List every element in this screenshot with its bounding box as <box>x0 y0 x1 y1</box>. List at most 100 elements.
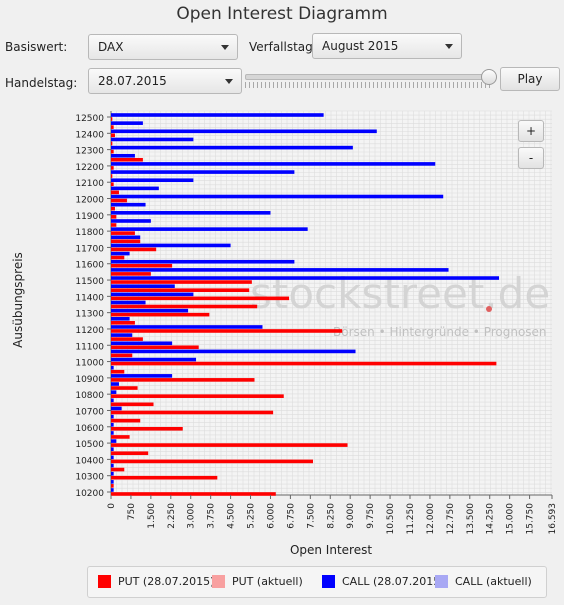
bar-call-11400 <box>111 292 194 297</box>
bar-put-11000 <box>111 361 497 366</box>
x-tick-label: 15.750 <box>526 503 536 535</box>
legend-label-call: CALL (28.07.2015) <box>342 575 445 588</box>
bar-call-10400 <box>111 455 114 460</box>
bar-call-11850 <box>111 219 151 223</box>
play-button[interactable]: Play <box>500 67 560 91</box>
y-tick-label: 11300 <box>75 310 104 320</box>
basiswert-label: Basiswert: <box>5 40 68 54</box>
bar-call-11750 <box>111 235 141 240</box>
bar-call-11550 <box>111 268 449 272</box>
bar-call-12100 <box>111 178 194 183</box>
x-tick-label: 8.250 <box>326 503 336 529</box>
bar-call-11200 <box>111 325 263 329</box>
bar-put-11050 <box>111 353 133 358</box>
bar-call-11250 <box>111 317 130 321</box>
bar-put-10900 <box>111 378 255 382</box>
y-tick-label: 11000 <box>75 359 104 369</box>
zoom-out-button[interactable]: - <box>518 147 544 169</box>
watermark-dot <box>486 306 492 312</box>
basiswert-select[interactable]: DAX <box>88 34 238 60</box>
y-tick-label: 10400 <box>75 456 104 466</box>
bar-call-10350 <box>111 463 114 468</box>
bar-put-10250 <box>111 484 114 488</box>
y-axis-title: Ausübungspreis <box>11 252 25 348</box>
bar-put-11950 <box>111 206 115 211</box>
y-tick-label: 10200 <box>75 489 104 499</box>
bar-put-12500 <box>111 117 113 121</box>
bar-call-11350 <box>111 300 146 305</box>
handelstag-select[interactable]: 28.07.2015 <box>88 68 242 94</box>
bar-put-12050 <box>111 190 119 195</box>
bar-put-12100 <box>111 182 114 187</box>
x-tick-label: 0 <box>107 503 117 509</box>
x-tick-label: 12.750 <box>446 503 456 535</box>
bar-call-11950 <box>111 202 146 207</box>
x-tick-label: 11.250 <box>406 503 416 535</box>
bar-call-12500 <box>111 113 324 117</box>
x-tick-label: 16.593 <box>548 503 558 535</box>
bar-call-11800 <box>111 227 308 231</box>
y-tick-label: 11200 <box>75 326 104 336</box>
slider-ticks <box>245 82 491 88</box>
x-axis-title: Open Interest <box>290 543 372 557</box>
x-tick-label: 15.000 <box>506 503 516 535</box>
x-tick-label: 9.000 <box>346 503 356 529</box>
x-tick-label: 9.750 <box>366 503 376 529</box>
bar-call-12000 <box>111 194 444 199</box>
basiswert-value: DAX <box>98 40 124 54</box>
bar-call-10500 <box>111 439 117 443</box>
handelstag-label: Handelstag: <box>5 76 78 90</box>
verfallstag-select[interactable]: August 2015 <box>312 33 462 59</box>
slider-thumb[interactable] <box>481 69 497 85</box>
x-tick-label: 10.500 <box>386 503 396 535</box>
bar-put-10500 <box>111 443 348 447</box>
bar-put-11500 <box>111 280 252 284</box>
bar-put-10800 <box>111 394 284 398</box>
bar-call-10200 <box>111 488 114 492</box>
bar-call-10900 <box>111 374 173 378</box>
y-tick-label: 12300 <box>75 147 104 157</box>
bar-call-11900 <box>111 211 271 215</box>
x-tick-label: 3.000 <box>187 503 197 529</box>
bar-call-10300 <box>111 471 114 476</box>
bar-call-12250 <box>111 153 135 158</box>
bar-call-10700 <box>111 406 122 411</box>
bar-put-10450 <box>111 451 149 456</box>
y-tick-label: 12200 <box>75 163 104 173</box>
y-tick-label: 12100 <box>75 179 104 189</box>
bar-put-11600 <box>111 263 173 268</box>
y-tick-label: 10600 <box>75 424 104 434</box>
bar-put-11650 <box>111 255 125 260</box>
bar-call-11700 <box>111 243 231 248</box>
bar-call-10550 <box>111 431 114 435</box>
y-tick-label: 10800 <box>75 391 104 401</box>
page-title: Open Interest Diagramm <box>176 4 388 24</box>
chevron-down-icon <box>225 79 233 84</box>
bar-call-10850 <box>111 382 119 386</box>
bar-put-10550 <box>111 435 130 439</box>
bar-call-10950 <box>111 365 114 370</box>
y-tick-label: 10700 <box>75 407 104 417</box>
bar-call-11650 <box>111 251 130 256</box>
x-tick-label: 14.250 <box>486 503 496 535</box>
x-tick-label: 5.250 <box>247 503 257 529</box>
x-tick-label: 13.500 <box>466 503 476 535</box>
bar-put-11150 <box>111 337 143 341</box>
x-tick-label: 1.500 <box>147 503 157 529</box>
bar-put-12250 <box>111 157 143 162</box>
handelstag-value: 28.07.2015 <box>98 74 167 88</box>
bar-put-11300 <box>111 312 210 317</box>
legend-label-put: PUT (28.07.2015) <box>118 575 215 588</box>
y-tick-label: 10300 <box>75 473 104 483</box>
bar-call-11150 <box>111 333 133 337</box>
zoom-in-button[interactable]: + <box>518 120 544 142</box>
bar-put-10750 <box>111 402 154 407</box>
bar-call-12050 <box>111 186 159 191</box>
x-tick-label: 12.000 <box>426 503 436 535</box>
bar-put-10600 <box>111 426 183 431</box>
x-tick-label: 2.250 <box>167 503 177 529</box>
bar-put-11450 <box>111 288 250 292</box>
bar-put-12200 <box>111 166 114 170</box>
legend: PUT (28.07.2015) PUT (aktuell) CALL (28.… <box>87 566 547 598</box>
y-tick-label: 10900 <box>75 375 104 385</box>
